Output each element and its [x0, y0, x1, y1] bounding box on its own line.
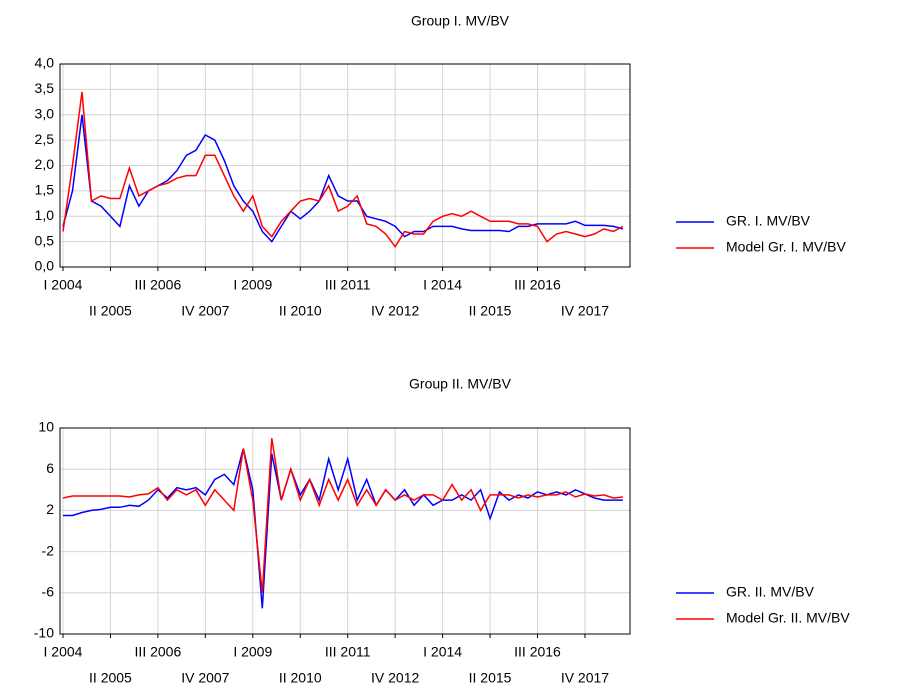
y-tick-label: 2,5 [35, 131, 55, 147]
y-tick-label: 0,0 [35, 258, 55, 274]
x-tick-label: I 2004 [44, 277, 83, 293]
series-line [63, 448, 623, 609]
y-tick-label: -2 [42, 542, 55, 558]
x-tick-label: II 2005 [89, 303, 132, 319]
y-tick-label: 1,5 [35, 182, 55, 198]
series-line [62, 438, 623, 593]
y-tick-label: -6 [42, 584, 55, 600]
x-tick-label: II 2010 [279, 670, 322, 686]
y-tick-label: 2,0 [35, 156, 55, 172]
legend-label: GR. I. MV/BV [726, 213, 811, 229]
y-tick-label: 4,0 [35, 55, 55, 71]
x-tick-label: III 2016 [514, 644, 561, 660]
x-tick-label: III 2006 [135, 644, 182, 660]
x-tick-label: I 2009 [233, 644, 272, 660]
legend-label: Model Gr. I. MV/BV [726, 239, 846, 255]
x-tick-label: I 2014 [423, 277, 462, 293]
y-tick-label: 3,0 [35, 105, 55, 121]
plot-frame [59, 427, 631, 635]
x-tick-label: III 2011 [325, 277, 371, 293]
y-tick-label: 3,5 [35, 80, 55, 96]
x-tick-label: III 2016 [514, 277, 561, 293]
y-tick-label: 6 [46, 460, 54, 476]
legend-label: Model Gr. II. MV/BV [726, 610, 850, 626]
y-tick-label: 1,0 [35, 207, 55, 223]
series-line [62, 114, 624, 243]
x-tick-label: IV 2017 [561, 303, 609, 319]
x-tick-label: II 2010 [279, 303, 322, 319]
x-tick-label: I 2009 [233, 277, 272, 293]
x-tick-label: IV 2007 [181, 670, 229, 686]
plot-frame [59, 63, 631, 268]
x-tick-label: II 2015 [469, 303, 512, 319]
x-tick-label: II 2015 [469, 670, 512, 686]
y-tick-label: 0,5 [35, 232, 55, 248]
x-tick-label: I 2004 [44, 644, 83, 660]
x-tick-label: III 2011 [325, 644, 371, 660]
y-tick-label: 10 [38, 419, 54, 435]
x-tick-label: II 2005 [89, 670, 132, 686]
chart-title: Group II. MV/BV [409, 376, 512, 392]
legend-label: GR. II. MV/BV [726, 584, 815, 600]
x-tick-label: IV 2007 [181, 303, 229, 319]
x-tick-label: III 2006 [135, 277, 182, 293]
y-tick-label: -10 [34, 625, 54, 641]
x-tick-label: IV 2012 [371, 670, 419, 686]
x-tick-label: I 2014 [423, 644, 462, 660]
chart-title: Group I. MV/BV [411, 13, 510, 29]
x-tick-label: IV 2012 [371, 303, 419, 319]
x-tick-label: IV 2017 [561, 670, 609, 686]
y-tick-label: 2 [46, 501, 54, 517]
series-line [62, 91, 624, 249]
